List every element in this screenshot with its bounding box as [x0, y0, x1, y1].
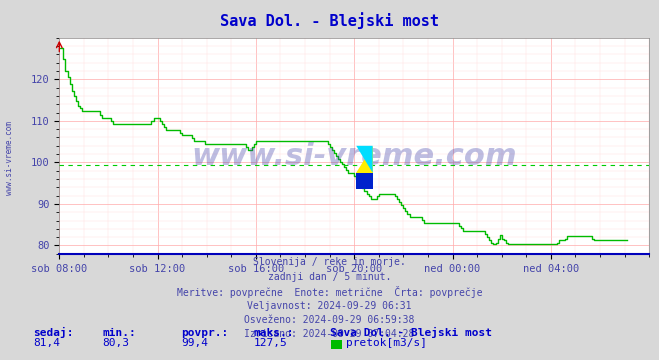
Bar [357, 173, 372, 189]
Text: Izrisano: 2024-09-29 07:04:28: Izrisano: 2024-09-29 07:04:28 [244, 329, 415, 339]
Text: Sava Dol. - Blejski most: Sava Dol. - Blejski most [330, 327, 492, 338]
Text: 99,4: 99,4 [181, 338, 208, 348]
Text: maks.:: maks.: [254, 328, 294, 338]
Text: Meritve: povprečne  Enote: metrične  Črta: povprečje: Meritve: povprečne Enote: metrične Črta:… [177, 286, 482, 298]
Text: pretok[m3/s]: pretok[m3/s] [346, 338, 427, 348]
Text: sedaj:: sedaj: [33, 327, 73, 338]
Text: Osveženo: 2024-09-29 06:59:38: Osveženo: 2024-09-29 06:59:38 [244, 315, 415, 325]
Text: zadnji dan / 5 minut.: zadnji dan / 5 minut. [268, 272, 391, 282]
Text: Veljavnost: 2024-09-29 06:31: Veljavnost: 2024-09-29 06:31 [247, 301, 412, 311]
Text: www.si-vreme.com: www.si-vreme.com [5, 121, 14, 195]
Text: 80,3: 80,3 [102, 338, 129, 348]
Text: Slovenija / reke in morje.: Slovenija / reke in morje. [253, 257, 406, 267]
Polygon shape [357, 146, 372, 173]
Text: 81,4: 81,4 [33, 338, 60, 348]
Text: min.:: min.: [102, 328, 136, 338]
Text: 127,5: 127,5 [254, 338, 287, 348]
Text: www.si-vreme.com: www.si-vreme.com [191, 142, 517, 171]
Text: Sava Dol. - Blejski most: Sava Dol. - Blejski most [220, 13, 439, 30]
Polygon shape [357, 146, 372, 173]
Text: povpr.:: povpr.: [181, 328, 229, 338]
